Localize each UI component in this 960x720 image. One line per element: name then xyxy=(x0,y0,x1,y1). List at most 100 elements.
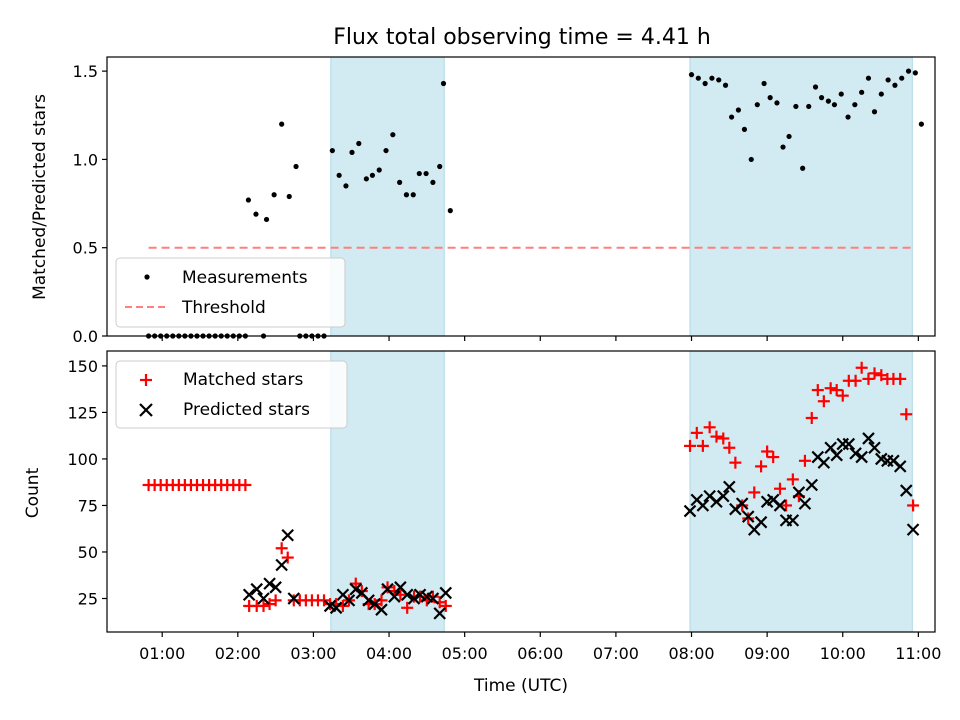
x-stroke-2 xyxy=(342,594,356,607)
x-stroke-2 xyxy=(323,599,337,613)
top-legend: Measurements Threshold xyxy=(115,257,346,328)
matched-star-point xyxy=(868,367,881,380)
measurement-point xyxy=(349,149,355,155)
predicted-star-point xyxy=(862,432,875,445)
measurement-point xyxy=(793,103,799,110)
matched-star-point xyxy=(703,421,716,434)
predicted-star-point xyxy=(281,528,295,542)
x-stroke-2 xyxy=(281,528,295,542)
predicted-star-point xyxy=(899,484,913,497)
bottom-y-axis-label: Count xyxy=(23,467,43,518)
x-stroke-2 xyxy=(798,497,812,510)
top-x-ticks xyxy=(161,336,919,341)
y-tick-label: 75 xyxy=(78,496,98,515)
measurement-point xyxy=(271,192,277,198)
x-tick-label: 01:00 xyxy=(139,644,185,663)
measurement-point xyxy=(416,170,422,177)
predicted-star-point xyxy=(773,499,787,512)
x-stroke-2 xyxy=(242,588,256,602)
x-stroke-2 xyxy=(696,499,710,512)
y-tick-label: 25 xyxy=(78,590,98,609)
predicted-star-point xyxy=(407,592,421,605)
predicted-star-point xyxy=(696,499,710,512)
x-stroke-2 xyxy=(716,489,730,503)
x-tick-label: 09:00 xyxy=(744,644,790,663)
matched-star-point xyxy=(263,598,276,611)
measurement-point xyxy=(430,179,436,185)
measurement-point xyxy=(369,172,376,178)
measurement-point xyxy=(786,133,792,140)
matched-star-point xyxy=(786,473,799,486)
predicted-star-point xyxy=(375,603,388,616)
predicted-star-point xyxy=(362,594,375,607)
x-stroke-2 xyxy=(388,590,401,603)
x-stroke-2 xyxy=(394,581,407,594)
matched-star-point xyxy=(907,499,920,512)
matched-star-point xyxy=(684,439,697,452)
measurement-point xyxy=(423,170,429,177)
predicted-star-point xyxy=(741,510,755,523)
top-y-ticks: 0.0 0.5 1.0 1.5 xyxy=(73,62,107,346)
predicted-star-point xyxy=(400,588,414,602)
matched-star-point xyxy=(717,432,730,445)
x-tick-label: 06:00 xyxy=(517,644,563,663)
y-tick-label: 125 xyxy=(67,403,98,422)
measurement-point xyxy=(871,109,878,115)
matched-star-point xyxy=(900,408,913,421)
predicted-star-point xyxy=(842,437,856,451)
x-stroke-2 xyxy=(683,504,697,518)
top-shaded-regions xyxy=(330,56,913,337)
y-tick-label: 150 xyxy=(67,357,98,376)
matched-star-point xyxy=(798,454,811,467)
x-stroke-2 xyxy=(257,592,270,605)
measurement-point xyxy=(800,165,806,171)
chart-title: Flux total observing time = 4.41 h xyxy=(333,25,711,50)
measurement-point xyxy=(383,147,389,154)
measurement-point xyxy=(852,102,858,108)
x-stroke-2 xyxy=(893,460,907,473)
x-stroke-2 xyxy=(766,493,780,507)
matched-star-point xyxy=(855,361,868,374)
matched-star-point xyxy=(281,551,294,564)
measurement-point xyxy=(390,132,396,138)
measurement-point xyxy=(709,75,715,81)
matched-star-point xyxy=(767,451,780,464)
matched-stars-points xyxy=(142,361,920,614)
legend-predicted-marker xyxy=(139,403,153,417)
measurement-point xyxy=(688,72,695,78)
x-stroke-2 xyxy=(817,456,831,469)
x-stroke-2 xyxy=(754,515,768,529)
x-stroke-2 xyxy=(855,450,868,464)
x-stroke-2 xyxy=(368,597,381,611)
x-stroke-2 xyxy=(250,582,263,596)
predicted-star-point xyxy=(735,497,749,510)
x-stroke-2 xyxy=(263,577,276,590)
predicted-star-point xyxy=(849,447,862,460)
top-y-axis-label: Matched/Predicted stars xyxy=(30,94,50,300)
measurement-point xyxy=(363,176,369,182)
matched-star-point xyxy=(755,460,768,473)
predicted-star-point xyxy=(275,558,288,572)
matched-star-point xyxy=(836,389,849,402)
matched-star-point xyxy=(748,486,761,499)
x-stroke-2 xyxy=(773,499,787,512)
bottom-axes-frame xyxy=(106,350,936,633)
matched-star-point xyxy=(849,374,862,387)
predicted-star-point xyxy=(287,592,301,605)
legend-matched-marker xyxy=(140,374,152,386)
x-stroke-2 xyxy=(741,510,755,523)
x-stroke-2 xyxy=(805,478,819,492)
top-axes: 0.0 0.5 1.0 1.5 Matched/Predicted stars Mea… xyxy=(30,56,936,346)
matched-star-point xyxy=(257,599,270,612)
measurement-point xyxy=(735,107,741,113)
measurement-point xyxy=(806,103,812,110)
x-stroke-2 xyxy=(875,452,888,466)
measurement-point xyxy=(410,192,416,198)
measurement-point xyxy=(899,75,905,81)
x-tick-label: 03:00 xyxy=(290,644,336,663)
x-stroke-2 xyxy=(811,450,825,464)
matched-star-point xyxy=(761,445,774,458)
matched-star-point xyxy=(773,482,786,495)
matched-star-point xyxy=(269,594,282,607)
x-stroke-2 xyxy=(381,582,394,596)
